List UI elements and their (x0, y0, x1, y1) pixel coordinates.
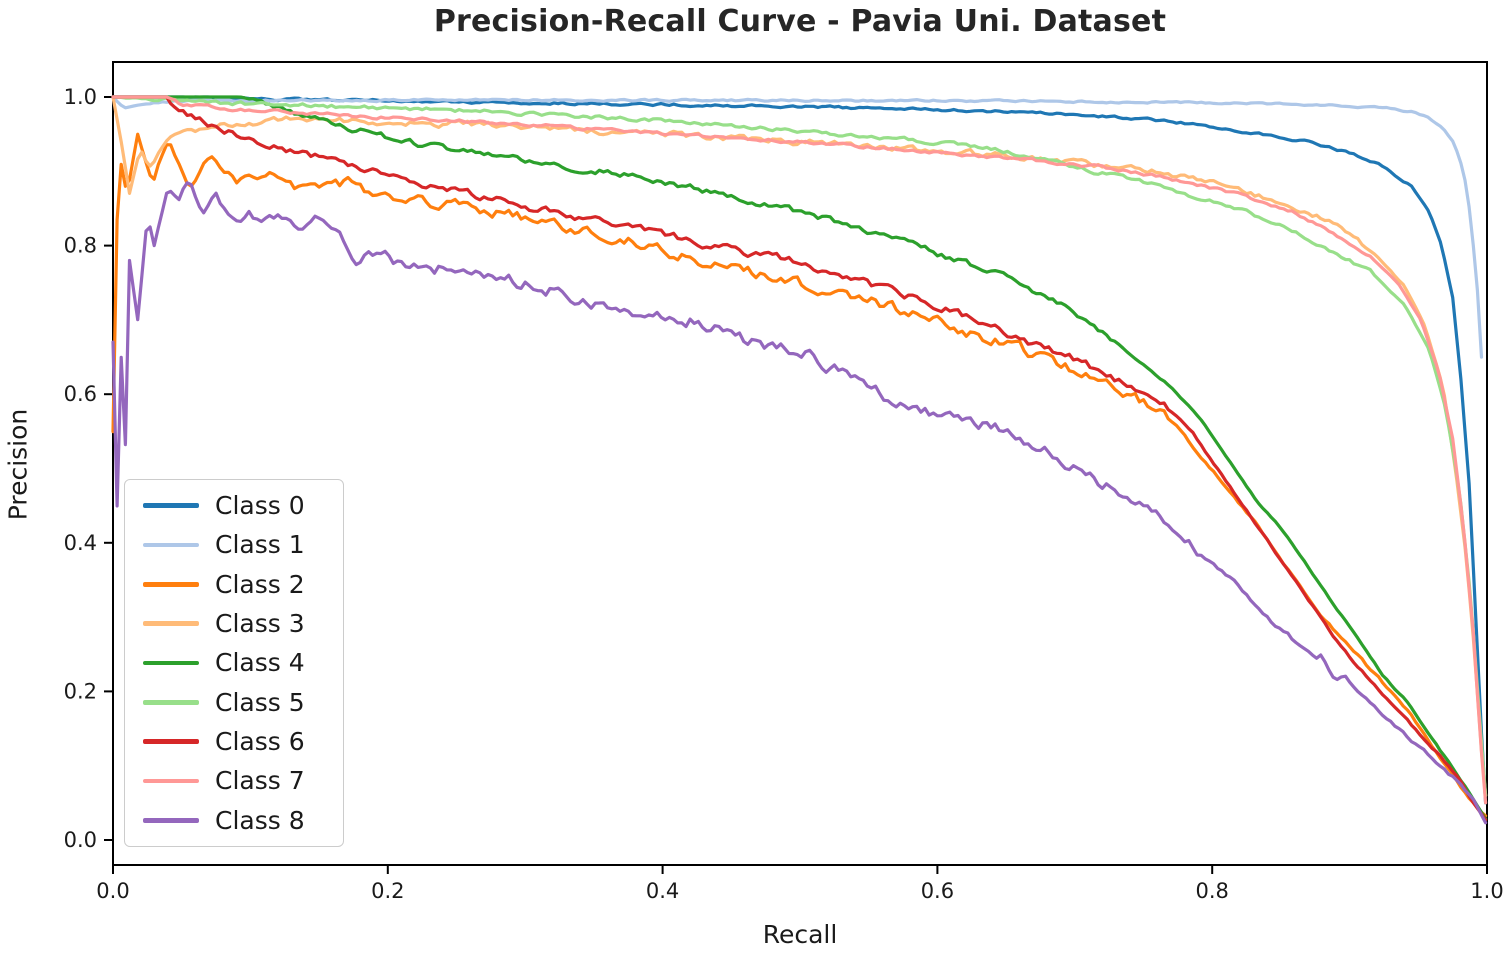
curve-class-7 (111, 95, 1488, 805)
legend-label-class-5: Class 5 (215, 687, 305, 717)
legend-swatch-class-6 (143, 739, 199, 744)
y-tick-label: 0.0 (64, 828, 97, 852)
y-tick-label: 0.8 (64, 234, 97, 258)
legend-swatch-class-4 (143, 660, 199, 666)
legend-label-class-3: Class 3 (215, 609, 305, 639)
legend-item-class-3: Class 3 (143, 611, 343, 636)
legend-swatch-class-0 (143, 503, 199, 508)
legend-swatch-class-1 (143, 542, 199, 548)
x-tick-label: 0.4 (646, 879, 679, 903)
legend-swatch-class-3 (143, 621, 199, 626)
legend-label-class-6: Class 6 (215, 727, 305, 757)
chart-title: Precision-Recall Curve - Pavia Uni. Data… (433, 4, 1167, 39)
y-tick-label: 0.2 (64, 679, 97, 703)
y-tick-label: 1.0 (64, 85, 97, 109)
legend-item-class-6: Class 6 (143, 729, 343, 754)
legend-item-class-2: Class 2 (143, 572, 343, 597)
legend-label-class-2: Class 2 (215, 569, 305, 599)
legend-item-class-0: Class 0 (143, 493, 343, 518)
legend-label-class-4: Class 4 (215, 648, 305, 678)
x-tick-label: 0.8 (1195, 879, 1228, 903)
legend-item-class-7: Class 7 (143, 768, 343, 793)
legend-swatch-class-2 (143, 582, 199, 587)
legend-swatch-class-5 (143, 700, 199, 705)
curve-class-8 (111, 181, 1488, 825)
y-tick-label: 0.4 (64, 531, 97, 555)
legend-label-class-8: Class 8 (215, 805, 305, 835)
x-tick-label: 0.2 (371, 879, 404, 903)
legend-label-class-1: Class 1 (215, 530, 305, 560)
x-tick-label: 0.0 (96, 879, 129, 903)
curve-class-5 (111, 95, 1488, 798)
legend-item-class-8: Class 8 (143, 808, 343, 833)
axes-frame (112, 61, 1488, 866)
x-tick-label: 1.0 (1470, 879, 1503, 903)
curve-class-6 (111, 95, 1488, 822)
x-axis-label: Recall (762, 920, 838, 949)
legend-swatch-class-8 (143, 818, 199, 823)
legend-label-class-7: Class 7 (215, 766, 305, 796)
x-tick-label: 0.6 (921, 879, 954, 903)
y-axis-label: Precision (3, 408, 33, 521)
legend-item-class-1: Class 1 (143, 532, 343, 557)
curve-class-1 (111, 95, 1484, 359)
y-tick-label: 0.6 (64, 382, 97, 406)
legend-swatch-class-7 (143, 778, 199, 784)
legend: Class 0 Class 1 Class 2 Class 3 Class 4 Class… (124, 479, 344, 847)
curve-class-4 (111, 95, 1488, 821)
legend-item-class-4: Class 4 (143, 650, 343, 675)
legend-item-class-5: Class 5 (143, 690, 343, 715)
legend-label-class-0: Class 0 (215, 491, 305, 521)
